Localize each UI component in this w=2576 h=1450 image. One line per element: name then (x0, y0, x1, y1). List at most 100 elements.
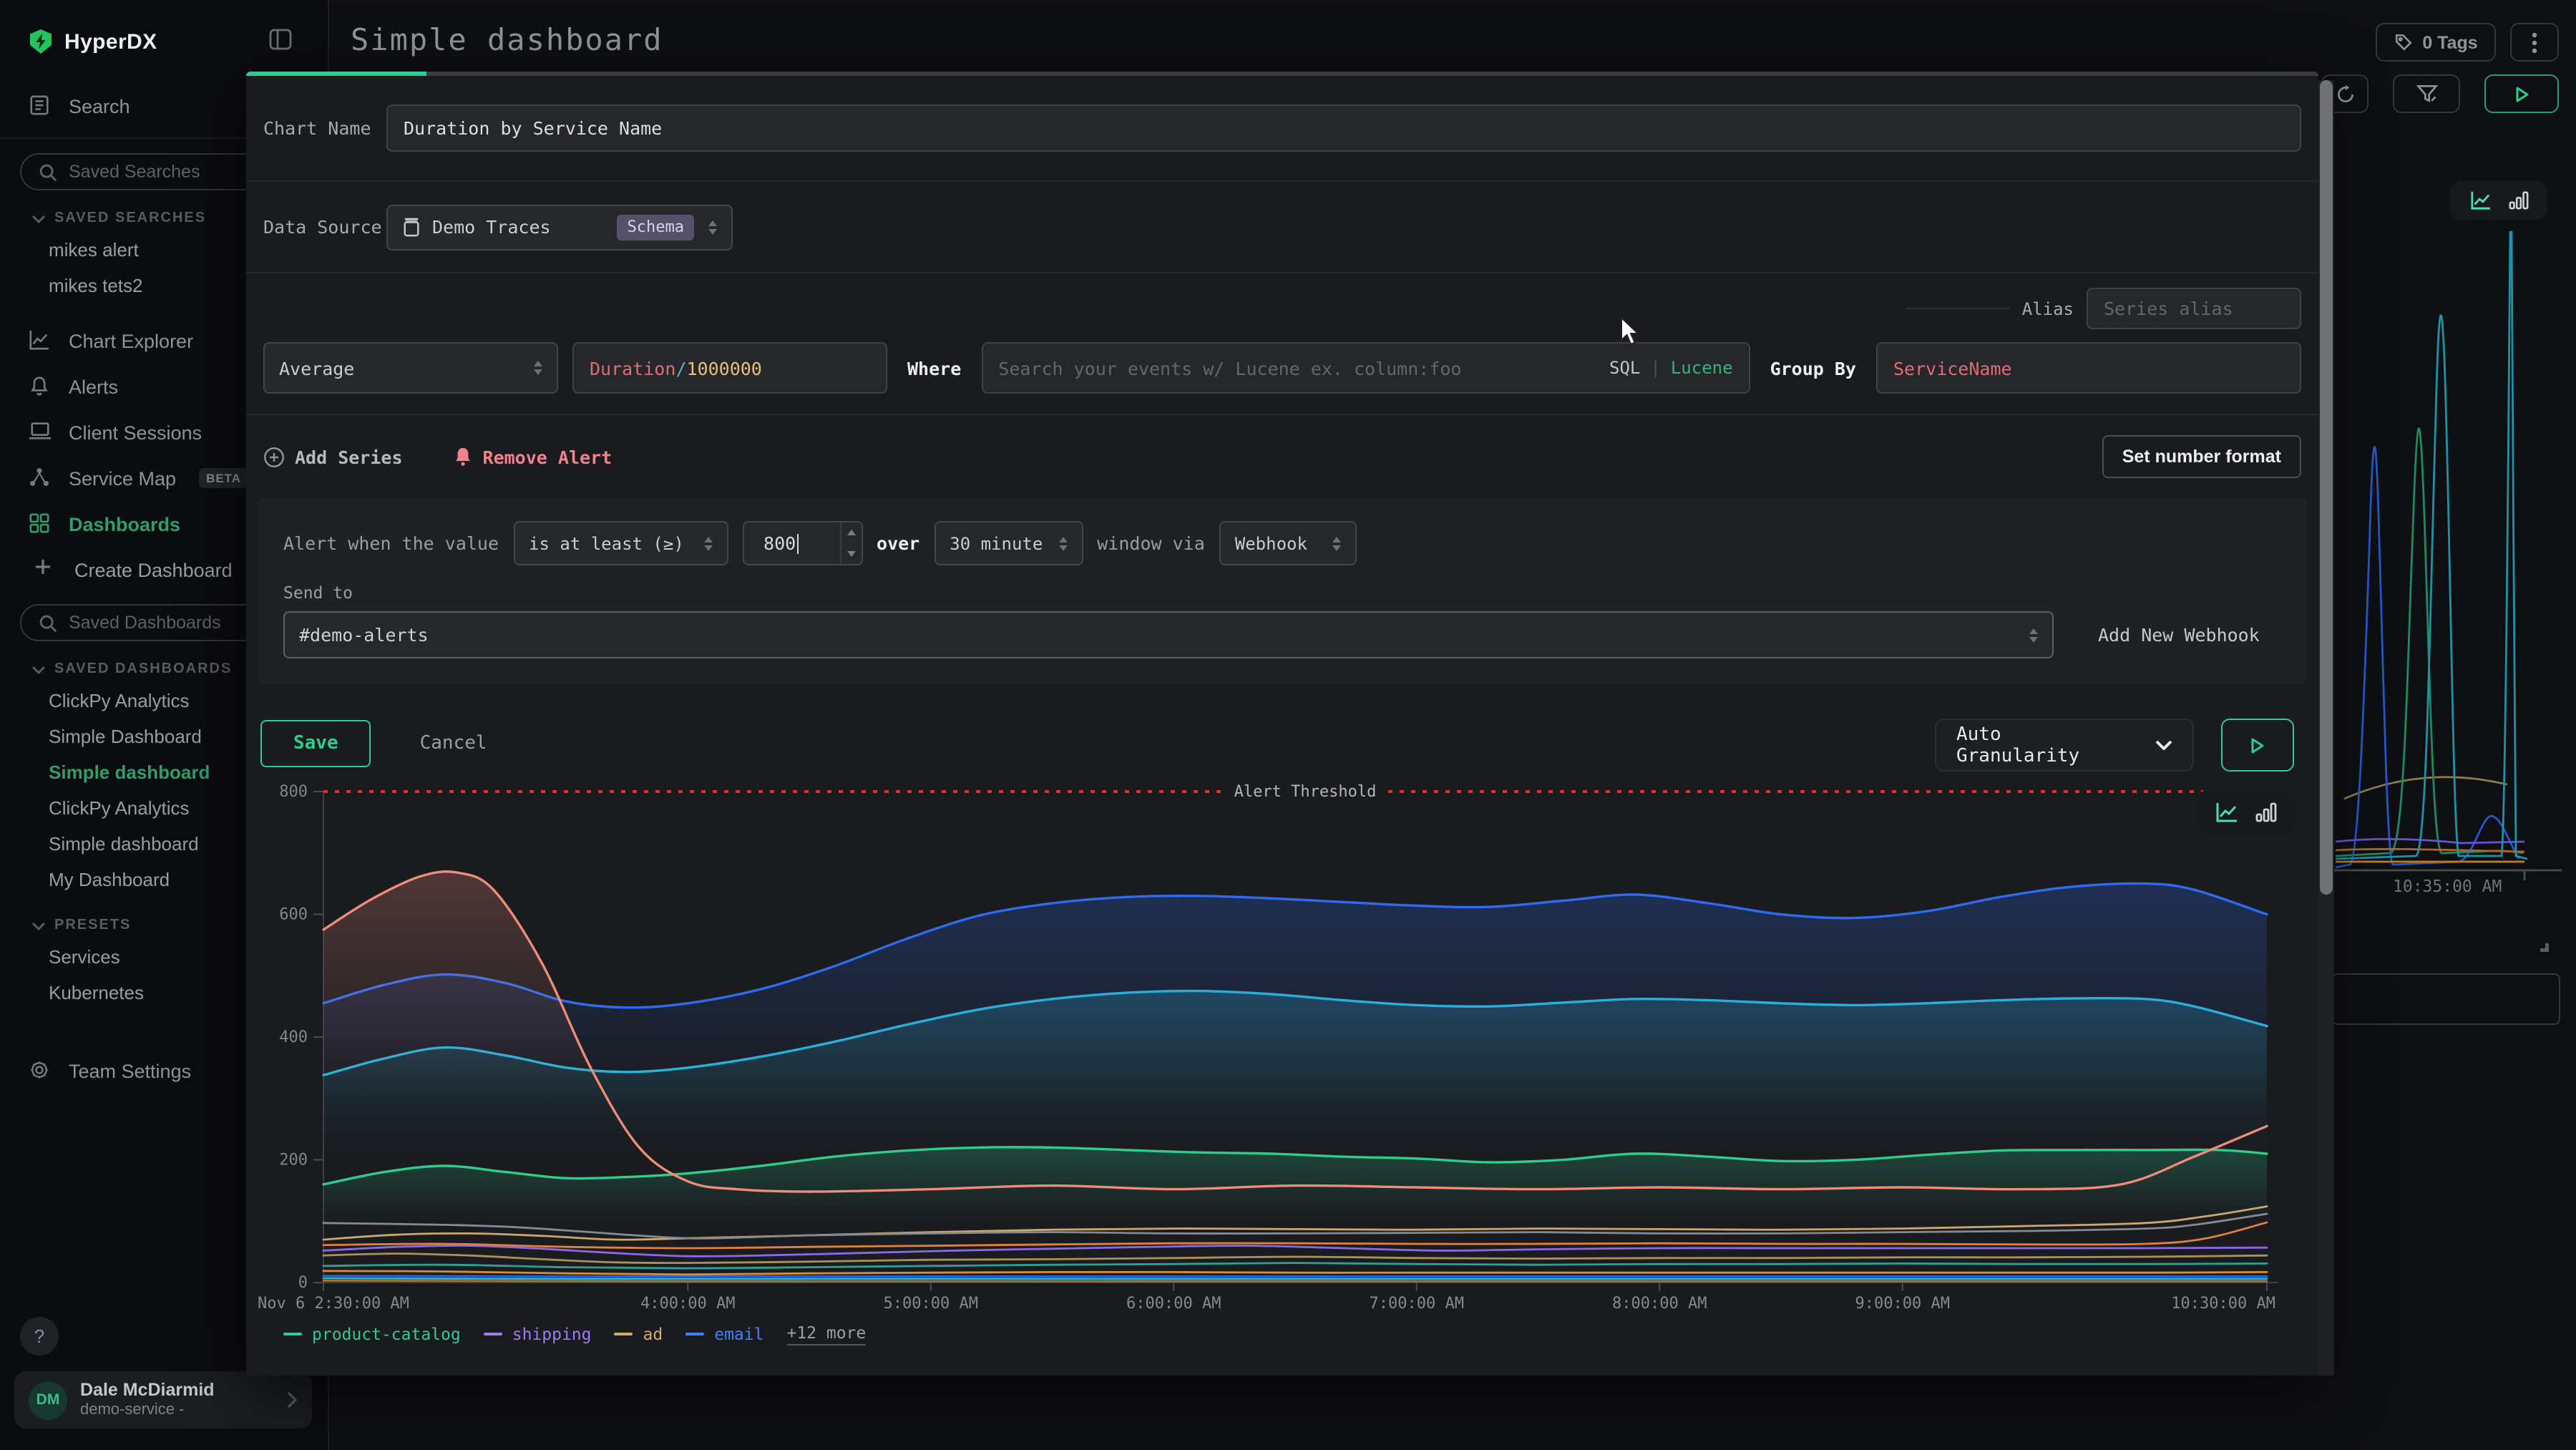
refresh-icon (2335, 84, 2355, 104)
panel-resize-handle[interactable] (2536, 939, 2549, 952)
aggregation-select[interactable]: Average (263, 342, 558, 394)
page-title: Simple dashboard (351, 23, 663, 57)
sql-toggle[interactable]: SQL (1609, 358, 1640, 378)
add-series-button[interactable]: Add Series (263, 446, 403, 467)
user-card[interactable]: DM Dale McDiarmid demo-service - (14, 1371, 312, 1429)
chevron-updown-icon (1058, 536, 1067, 550)
legend-more-label[interactable]: +12 more (786, 1323, 866, 1346)
window-via-label: window via (1097, 532, 1205, 554)
search-icon (39, 613, 57, 632)
help-button[interactable]: ? (20, 1317, 59, 1356)
legend-item[interactable]: +12 more (786, 1323, 866, 1346)
run-chart-button[interactable] (2221, 719, 2294, 772)
background-dashboard-chart (2333, 215, 2573, 887)
save-button[interactable]: Save (260, 719, 371, 767)
bg-chart-timestamp: 10:35:00 AM (2393, 876, 2502, 896)
hyperdx-logo-icon (29, 29, 53, 54)
data-source-select[interactable]: Demo Traces Schema (386, 204, 733, 250)
legend-label: shipping (512, 1324, 592, 1344)
alias-label: Alias (2022, 298, 2074, 318)
chart-legend: product-catalog shipping ad email +12 more (283, 1323, 866, 1346)
svg-text:4:00:00 AM: 4:00:00 AM (640, 1295, 735, 1313)
bar-chart-icon[interactable] (2508, 190, 2528, 210)
chevron-right-icon (286, 1391, 298, 1408)
number-stepper[interactable] (839, 522, 861, 564)
filter-icon (2415, 83, 2438, 104)
mouse-cursor (1620, 316, 1640, 346)
set-number-format-button[interactable]: Set number format (2102, 435, 2301, 478)
kebab-icon (2532, 31, 2537, 54)
legend-swatch (484, 1333, 502, 1335)
legend-swatch (686, 1333, 704, 1335)
add-new-webhook-button[interactable]: Add New Webhook (2098, 624, 2260, 646)
line-chart-icon[interactable] (2215, 802, 2238, 823)
legend-label: email (714, 1324, 763, 1344)
svg-text:200: 200 (279, 1152, 308, 1169)
play-icon (2514, 85, 2529, 102)
scrollbar-thumb[interactable] (2320, 80, 2333, 895)
database-icon (402, 217, 421, 237)
play-icon (2250, 736, 2265, 754)
run-query-button[interactable] (2484, 74, 2559, 113)
alert-channel-select[interactable]: Webhook (1219, 521, 1357, 565)
chevron-down-icon (31, 665, 46, 673)
legend-swatch (615, 1333, 633, 1335)
cancel-button[interactable]: Cancel (420, 732, 487, 754)
duration-chart: 0200400600800Nov 6 2:30:00 AM4:00:00 AM5… (246, 782, 2318, 1314)
query-language-toggle[interactable]: SQL | Lucene (1609, 358, 1733, 378)
lucene-toggle[interactable]: Lucene (1671, 358, 1733, 378)
user-subtitle: demo-service - (80, 1401, 215, 1419)
svg-text:10:30:00 AM: 10:30:00 AM (2171, 1295, 2275, 1313)
svg-text:800: 800 (279, 783, 308, 801)
sidebar-collapse-icon[interactable] (269, 29, 292, 50)
modal-scrollbar[interactable] (2318, 80, 2334, 1376)
webhook-select[interactable]: #demo-alerts (283, 611, 2054, 658)
granularity-select[interactable]: Auto Granularity (1935, 719, 2194, 772)
sidebar-item-label: Service Map (69, 467, 176, 489)
where-search-input[interactable]: Search your events w/ Lucene ex. column:… (981, 342, 1750, 394)
alert-window-select[interactable]: 30 minute (934, 521, 1083, 565)
bar-chart-icon[interactable] (2255, 802, 2277, 823)
remove-alert-button[interactable]: Remove Alert (454, 446, 613, 467)
brand-logo[interactable]: HyperDX (29, 29, 157, 54)
bell-icon (454, 447, 473, 467)
tag-icon (2394, 33, 2412, 52)
chart-name-input[interactable]: Duration by Service Name (386, 104, 2301, 152)
edit-chart-modal: Chart Name Duration by Service Name Data… (246, 72, 2318, 1376)
svg-text:0: 0 (298, 1274, 308, 1292)
search-icon (39, 162, 57, 181)
legend-item[interactable]: ad (615, 1324, 663, 1344)
sidebar-item-label: Dashboards (69, 513, 180, 535)
text-cursor (797, 533, 799, 553)
chart-icon (29, 329, 52, 352)
search-doc-icon (29, 94, 52, 117)
svg-text:6:00:00 AM: 6:00:00 AM (1126, 1295, 1221, 1313)
tags-button[interactable]: 0 Tags (2376, 23, 2496, 62)
group-by-input[interactable]: ServiceName (1876, 342, 2301, 394)
alias-input[interactable]: Series alias (2087, 288, 2301, 329)
divider (1906, 308, 2009, 309)
chart-name-label: Chart Name (263, 117, 386, 139)
formula-input[interactable]: Duration/1000000 (572, 342, 887, 394)
chevron-updown-icon (708, 220, 717, 234)
sidebar-item-label: Alerts (69, 376, 118, 397)
app-root: Simple dashboard 0 Tags (0, 0, 2576, 1450)
send-to-label: Send to (283, 583, 2281, 603)
line-chart-icon[interactable] (2469, 190, 2491, 210)
svg-text:8:00:00 AM: 8:00:00 AM (1612, 1295, 1707, 1313)
chart-type-toggle[interactable] (2198, 789, 2294, 836)
alert-intro-label: Alert when the value (283, 532, 499, 554)
alert-condition-select[interactable]: is at least (≥) (513, 521, 728, 565)
alert-threshold-input[interactable]: 800 (742, 521, 862, 565)
bg-empty-panel (2331, 973, 2560, 1025)
beta-badge: BETA (199, 468, 248, 488)
plus-circle-icon (263, 446, 285, 467)
avatar: DM (29, 1381, 67, 1419)
more-menu-button[interactable] (2510, 23, 2559, 62)
modal-progress-bar (246, 72, 2318, 76)
legend-item[interactable]: shipping (484, 1324, 592, 1344)
legend-item[interactable]: product-catalog (283, 1324, 461, 1344)
bell-icon (29, 375, 52, 398)
legend-item[interactable]: email (686, 1324, 763, 1344)
filter-button[interactable] (2393, 74, 2460, 113)
